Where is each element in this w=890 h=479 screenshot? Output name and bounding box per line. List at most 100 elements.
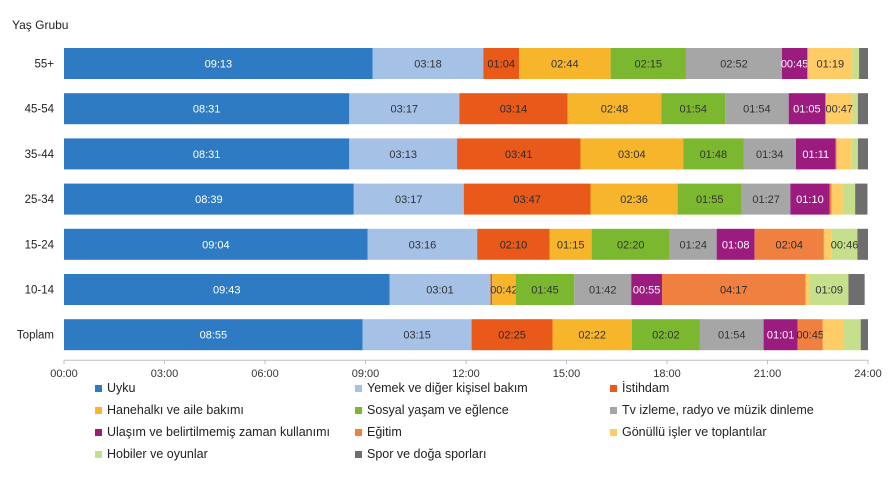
bar-segment (362, 319, 472, 351)
data-label: 01:05 (793, 104, 821, 116)
x-tick-label: 12:00 (452, 368, 480, 380)
bar-segment (610, 48, 686, 79)
bar-segment (809, 274, 849, 305)
legend-label: Eğitim (367, 425, 402, 439)
bar-segment (797, 319, 823, 351)
x-tick-label: 03:00 (151, 368, 179, 380)
data-label: 01:54 (679, 104, 707, 116)
bar-segment (463, 183, 591, 215)
data-label: 02:20 (617, 239, 645, 251)
bar-segment (367, 228, 478, 260)
bar-segment (848, 274, 865, 305)
bar-segment (457, 138, 581, 170)
y-tick-label: 25-34 (25, 194, 55, 206)
legend-swatch (95, 384, 102, 392)
data-label: 02:22 (578, 330, 606, 342)
bar-segment (631, 319, 700, 351)
data-label: 02:04 (776, 239, 804, 251)
data-label: 01:04 (487, 59, 515, 71)
data-label: 04:17 (720, 285, 748, 297)
data-label: 09:13 (205, 59, 233, 71)
data-label: 01:45 (531, 285, 559, 297)
legend-label: Spor ve doğa sporları (367, 447, 487, 461)
bar-segment (483, 48, 520, 79)
data-label: 01:42 (589, 285, 617, 297)
legend-item: Tv izleme, radyo ve müzik dinleme (610, 403, 814, 417)
y-tick-label: 55+ (34, 59, 54, 71)
bar-segment (855, 183, 868, 215)
bar-segment (699, 319, 764, 351)
data-label: 08:55 (200, 330, 228, 342)
data-label: 02:02 (652, 330, 680, 342)
x-tick-label: 21:00 (754, 368, 782, 380)
data-label: 03:16 (409, 239, 437, 251)
bar-segment (859, 48, 868, 79)
bar-segment (843, 319, 861, 351)
bar-segment (492, 274, 516, 305)
data-label: 00:55 (633, 285, 661, 297)
x-tick-label: 06:00 (251, 368, 279, 380)
data-label: 03:17 (395, 194, 423, 206)
data-label: 08:31 (193, 149, 221, 161)
bar-segment (754, 228, 824, 260)
bar-segment (552, 319, 632, 351)
data-label: 01:08 (722, 239, 750, 251)
bar-segment (574, 274, 632, 305)
bar-segment (64, 183, 354, 215)
bar-segment (631, 274, 662, 305)
legend-swatch (355, 450, 362, 458)
data-label: 01:34 (756, 149, 784, 161)
bar-segment (64, 138, 350, 170)
bar-segment (661, 93, 726, 125)
bar-segment (842, 183, 856, 215)
data-label: 03:17 (391, 104, 419, 116)
x-tick-label: 15:00 (553, 368, 581, 380)
bar-segment (807, 48, 809, 79)
bar-segment (372, 48, 484, 79)
x-tick-label: 09:00 (352, 368, 380, 380)
data-label: 09:43 (213, 285, 241, 297)
bar-segment (683, 138, 744, 170)
legend-swatch (95, 406, 102, 414)
bar-segment (677, 183, 742, 215)
bar-segment (490, 274, 493, 305)
bar-segment (825, 93, 827, 125)
legend-swatch (610, 406, 617, 414)
data-label: 01:24 (679, 239, 707, 251)
data-label: 00:45 (781, 59, 809, 71)
bar-segment (64, 228, 368, 260)
data-label: 03:13 (389, 149, 417, 161)
x-tick-label: 18:00 (653, 368, 681, 380)
data-label: 03:18 (414, 59, 442, 71)
bar-segment (857, 93, 868, 125)
bar-segment (743, 138, 796, 170)
bar-segment (795, 138, 836, 170)
data-label: 01:09 (815, 285, 843, 297)
bar-segment (763, 319, 798, 351)
bar-segment (823, 228, 832, 260)
legend-item: Hanehalkı ve aile bakımı (95, 403, 244, 417)
data-label: 00:42 (490, 285, 518, 297)
legend-item: Yemek ve diğer kişisel bakım (355, 381, 528, 395)
data-label: 01:15 (557, 239, 585, 251)
data-label: 02:25 (498, 330, 526, 342)
data-label: 01:54 (718, 330, 746, 342)
bar-segment (835, 138, 837, 170)
legend-label: Tv izleme, radyo ve müzik dinleme (622, 403, 814, 417)
bar-segment (826, 93, 853, 125)
bar-segment (64, 93, 350, 125)
data-label: 02:15 (635, 59, 663, 71)
bar-segment (831, 228, 858, 260)
legend-item: Hobiler ve oyunlar (95, 447, 208, 461)
bar-segment (353, 183, 464, 215)
legend-item: Spor ve doğa sporları (355, 447, 487, 461)
legend-swatch (355, 384, 362, 392)
bar-segment (669, 228, 717, 260)
bar-segment (590, 183, 678, 215)
data-label: 01:01 (767, 330, 795, 342)
bar-segment (471, 319, 553, 351)
bar-segment (851, 138, 858, 170)
bar-segment (852, 48, 860, 79)
legend-swatch (355, 428, 362, 436)
